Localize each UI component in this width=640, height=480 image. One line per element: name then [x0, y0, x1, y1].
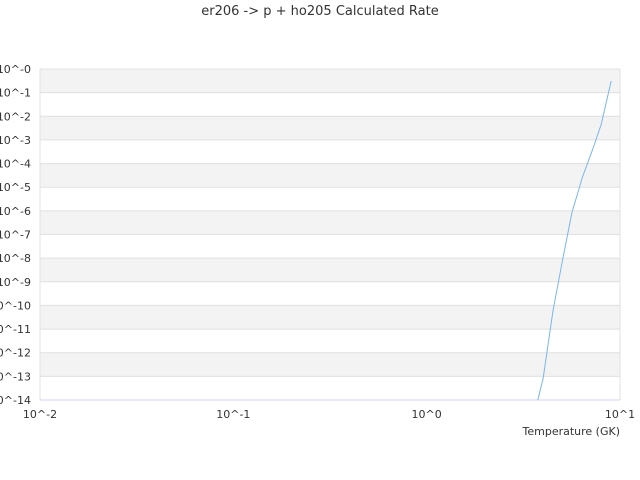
grid-band [40, 258, 620, 282]
series-line [537, 80, 612, 400]
y-tick-label: 10^-11 [0, 323, 31, 336]
y-tick-label: 10^-13 [0, 370, 31, 383]
y-tick-label: 10^-2 [0, 110, 31, 123]
grid-band [40, 352, 620, 377]
grid-band [40, 187, 620, 211]
grid-band [40, 116, 620, 140]
x-tick-label: 10^-1 [216, 408, 250, 421]
y-tick-label: 10^-7 [0, 229, 31, 242]
y-tick-label: 10^-5 [0, 181, 31, 194]
grid-band [40, 163, 620, 188]
grid-band [40, 281, 620, 306]
grid-band [40, 92, 620, 117]
x-tick-label: 10^1 [605, 408, 635, 421]
y-tick-label: 10^-12 [0, 347, 31, 360]
y-tick-label: 10^-10 [0, 299, 31, 312]
x-tick-label: 10^-2 [23, 408, 57, 421]
y-tick-label: 10^-4 [0, 158, 31, 171]
y-tick-label: 10^-14 [0, 394, 31, 407]
grid-band [40, 69, 620, 93]
x-tick-label: 10^0 [412, 408, 442, 421]
y-tick-label: 10^-1 [0, 87, 31, 100]
chart-title: er206 -> p + ho205 Calculated Rate [201, 4, 439, 19]
y-tick-label: 10^-0 [0, 63, 31, 76]
y-tick-label: 10^-3 [0, 134, 31, 147]
x-axis-label: Temperature (GK) [522, 425, 621, 438]
grid-band [40, 376, 620, 400]
grid-band [40, 305, 620, 330]
grid-band [40, 210, 620, 235]
y-tick-label: 10^-9 [0, 276, 31, 289]
y-tick-label: 10^-8 [0, 252, 31, 265]
y-tick-label: 10^-6 [0, 205, 31, 218]
grid-band [40, 139, 620, 164]
grid-band [40, 329, 620, 353]
grid-band [40, 234, 620, 259]
